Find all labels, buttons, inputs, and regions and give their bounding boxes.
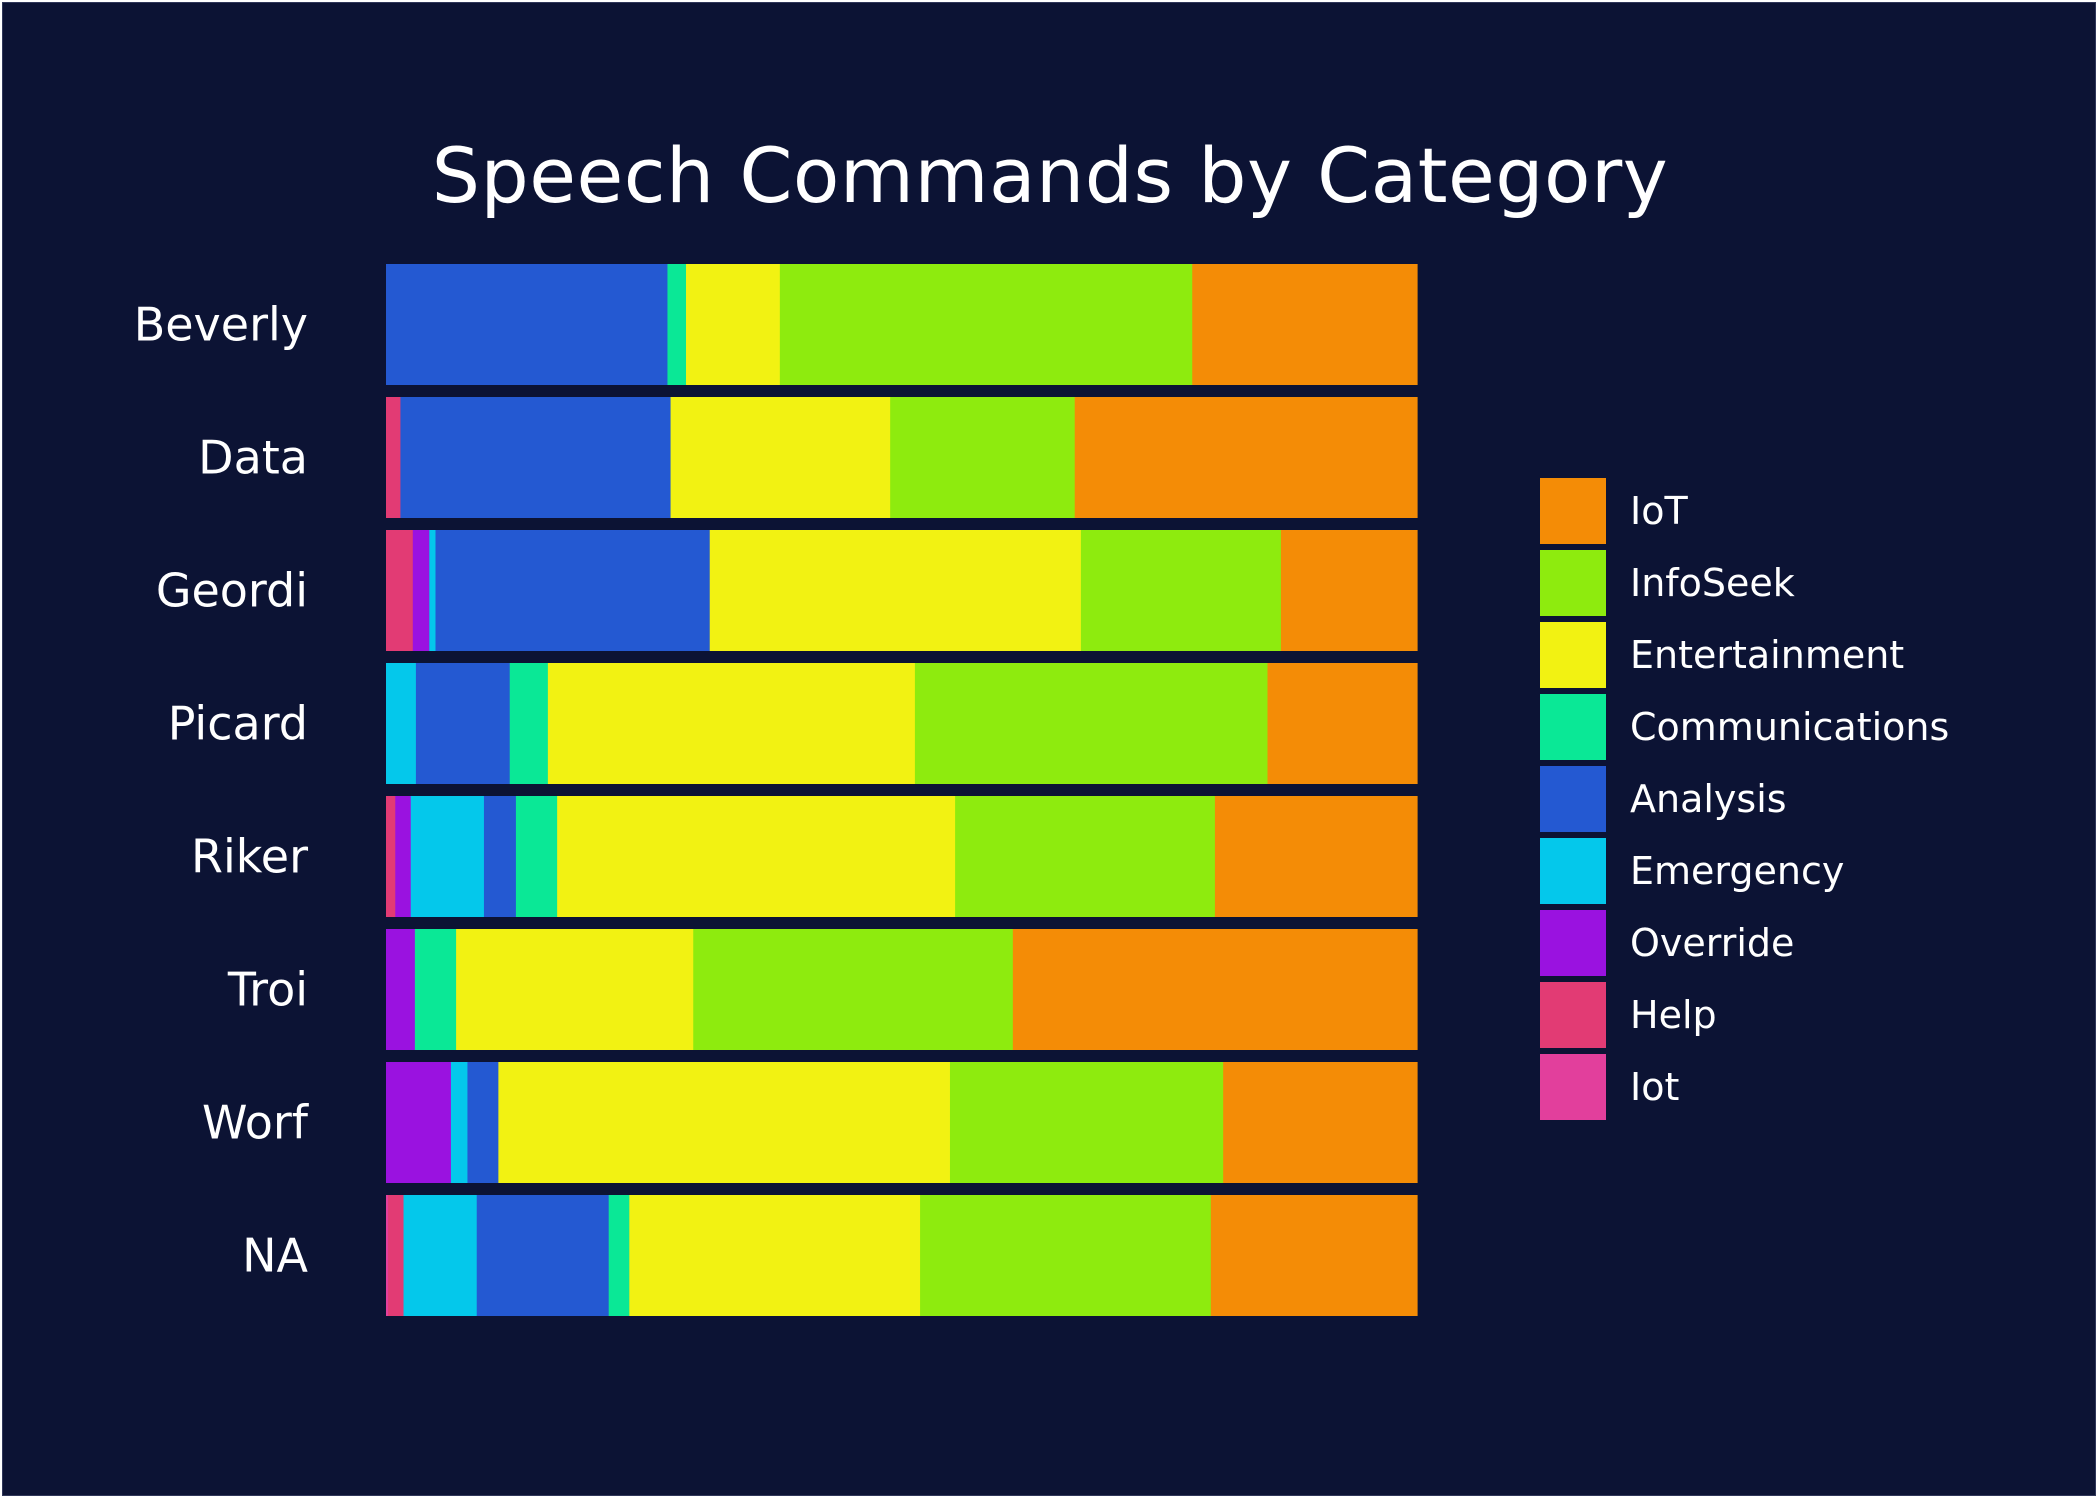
legend-label-help: Help (1630, 993, 1717, 1037)
bar-segment-riker-infoseek (955, 796, 1216, 917)
bar-segment-riker-entertainment (557, 796, 956, 917)
bar-segment-worf-infoseek (949, 1062, 1224, 1183)
legend-label-emergency: Emergency (1630, 849, 1844, 893)
legend-swatch-iot-lower (1540, 1054, 1606, 1120)
bar-segment-riker-analysis (483, 796, 517, 917)
row-label-data: Data (198, 431, 308, 485)
row-label-riker: Riker (191, 830, 308, 884)
legend-swatch-infoseek (1540, 550, 1606, 616)
legend-swatch-iot (1540, 478, 1606, 544)
bar-segment-beverly-communications (667, 264, 687, 385)
bar-segment-geordi-override (412, 530, 430, 651)
legend: IoT InfoSeek Entertainment Communications An… (1540, 478, 1949, 1120)
bar-segment-troi-entertainment (456, 929, 694, 1050)
bar-segment-na-iot (1210, 1195, 1418, 1316)
legend-label-iot: IoT (1630, 489, 1688, 533)
row-label-beverly: Beverly (134, 298, 308, 352)
legend-label-analysis: Analysis (1630, 777, 1787, 821)
row-label-worf: Worf (202, 1096, 310, 1150)
bar-segment-beverly-analysis (386, 264, 669, 385)
bar-segment-riker-help (386, 796, 396, 917)
row-label-geordi: Geordi (156, 564, 308, 618)
bar-segment-na-help (388, 1195, 405, 1316)
legend-swatch-communications (1540, 694, 1606, 760)
bar-segment-geordi-emergency (429, 530, 437, 651)
bar-segment-na-iot-lower (386, 1195, 389, 1316)
bar-segment-worf-analysis (467, 1062, 499, 1183)
bar-segment-picard-emergency (386, 663, 417, 784)
bar-segment-geordi-analysis (435, 530, 711, 651)
legend-label-iot-lower: Iot (1630, 1065, 1679, 1109)
legend-swatch-analysis (1540, 766, 1606, 832)
bar-segment-picard-infoseek (914, 663, 1269, 784)
bar-segment-picard-communications (509, 663, 549, 784)
bar-segment-na-communications (608, 1195, 630, 1316)
bar-segment-data-entertainment (670, 397, 891, 518)
bar-segment-na-emergency (403, 1195, 478, 1316)
bar-segment-riker-emergency (410, 796, 485, 917)
bar-segment-worf-iot (1223, 1062, 1418, 1183)
bar-segment-riker-override (395, 796, 412, 917)
bar-segment-na-analysis (476, 1195, 610, 1316)
bar-segment-worf-override (386, 1062, 452, 1183)
legend-swatch-emergency (1540, 838, 1606, 904)
bar-segment-data-analysis (400, 397, 672, 518)
bar-segment-data-help (386, 397, 402, 518)
plot-area: NA Worf Troi Riker Picard Geordi Data Beverly (134, 264, 1418, 1316)
legend-swatch-override (1540, 910, 1606, 976)
legend-swatch-entertainment (1540, 622, 1606, 688)
bar-segment-na-entertainment (629, 1195, 921, 1316)
bar-segment-riker-iot (1214, 796, 1418, 917)
bar-segment-picard-analysis (415, 663, 511, 784)
bar-segment-worf-emergency (450, 1062, 469, 1183)
chart-title: Speech Commands by Category (431, 131, 1669, 220)
legend-label-communications: Communications (1630, 705, 1949, 749)
row-label-picard: Picard (168, 697, 308, 751)
bar-segment-geordi-infoseek (1080, 530, 1282, 651)
legend-label-entertainment: Entertainment (1630, 633, 1904, 677)
bar-segment-troi-override (386, 929, 416, 1050)
bar-segment-geordi-help (386, 530, 414, 651)
bar-segment-troi-communications (414, 929, 457, 1050)
bar-segment-data-iot (1074, 397, 1418, 518)
bar-segment-riker-communications (515, 796, 558, 917)
bar-segment-na-infoseek (920, 1195, 1212, 1316)
bar-segment-beverly-infoseek (779, 264, 1193, 385)
legend-label-infoseek: InfoSeek (1630, 561, 1795, 605)
bar-segment-geordi-iot (1280, 530, 1418, 651)
bar-segment-beverly-entertainment (686, 264, 781, 385)
bar-segment-data-infoseek (890, 397, 1076, 518)
bar-segment-troi-iot (1012, 929, 1418, 1050)
row-label-na: NA (242, 1229, 308, 1283)
bar-segment-worf-entertainment (498, 1062, 951, 1183)
legend-label-override: Override (1630, 921, 1794, 965)
bar-segment-geordi-entertainment (709, 530, 1082, 651)
bar-segment-beverly-iot (1192, 264, 1418, 385)
bar-segment-troi-infoseek (693, 929, 1014, 1050)
bar-segment-picard-iot (1267, 663, 1418, 784)
bar-segment-picard-entertainment (547, 663, 916, 784)
legend-swatch-help (1540, 982, 1606, 1048)
row-label-troi: Troi (227, 963, 308, 1017)
